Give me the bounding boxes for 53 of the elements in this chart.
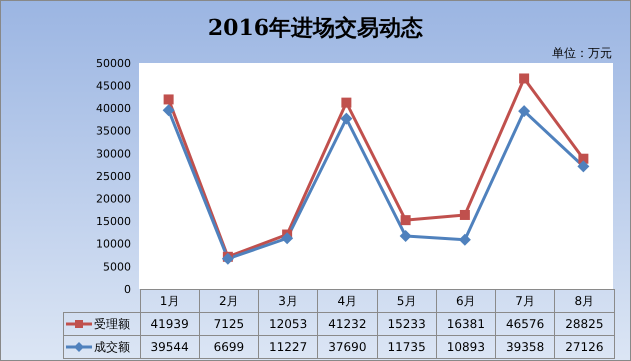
y-tick-label: 10000: [96, 238, 131, 251]
x-tick-label: 3月: [258, 290, 318, 312]
data-label: 16381: [436, 312, 496, 336]
x-tick-label: 8月: [554, 290, 614, 312]
x-tick-label: 7月: [496, 290, 555, 312]
x-tick-label: 2月: [199, 290, 258, 312]
y-tick-label: 15000: [96, 215, 131, 228]
data-label: 39358: [496, 336, 555, 358]
data-label: 27126: [554, 336, 614, 358]
data-label: 12053: [258, 312, 318, 336]
x-tick-label: 6月: [436, 290, 496, 312]
point: [577, 160, 590, 172]
point: [340, 112, 352, 125]
y-tick-label: 20000: [96, 192, 131, 206]
y-tick-label: 50000: [96, 56, 131, 70]
data-label: 11735: [377, 336, 436, 358]
point: [578, 154, 588, 164]
x-tick-label: 5月: [377, 290, 436, 312]
data-label: 6699: [199, 336, 258, 358]
data-label: 10893: [436, 336, 496, 358]
x-tick-label: 1月: [140, 290, 200, 312]
y-tick-label: 0: [124, 282, 131, 296]
point: [400, 230, 412, 242]
point: [460, 210, 470, 220]
data-label: 41232: [318, 312, 377, 336]
point: [518, 105, 530, 118]
legend-label: 成交额: [94, 340, 130, 354]
point: [519, 73, 530, 84]
y-tick-label: 45000: [96, 80, 131, 93]
point: [164, 94, 174, 104]
point: [281, 232, 294, 244]
y-tick-label: 5000: [103, 260, 131, 274]
y-tick-label: 40000: [96, 102, 131, 116]
data-label: 37690: [318, 336, 377, 358]
data-label: 11227: [258, 336, 318, 358]
point: [162, 104, 175, 116]
point: [341, 98, 352, 108]
data-label: 41939: [140, 312, 200, 336]
data-label: 15233: [377, 312, 436, 336]
point: [222, 252, 234, 265]
legend-label: 受理额: [94, 316, 130, 330]
data-label: 7125: [199, 312, 258, 336]
point: [400, 215, 411, 226]
y-tick-label: 30000: [96, 147, 131, 160]
data-label: 46576: [496, 312, 555, 336]
y-tick-label: 25000: [96, 170, 131, 183]
x-tick-label: 4月: [318, 290, 377, 312]
y-tick-label: 35000: [96, 124, 131, 138]
chart-title: 2016年进场交易动态: [206, 14, 424, 43]
data-label: 39544: [140, 336, 200, 358]
data-label: 28825: [554, 312, 614, 336]
text: 单位：万元: [552, 45, 612, 62]
point: [458, 234, 471, 246]
